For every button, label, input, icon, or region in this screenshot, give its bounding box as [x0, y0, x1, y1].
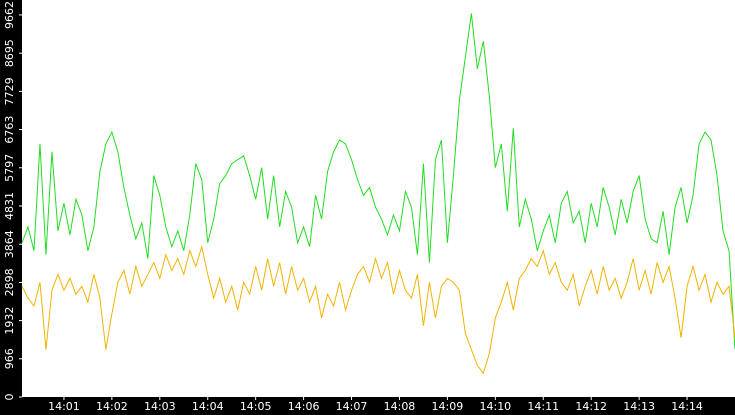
x-tick-label: 14:02 [96, 400, 128, 413]
x-tick-label: 14:07 [336, 400, 368, 413]
x-tick-label: 14:05 [240, 400, 272, 413]
x-tick-label: 14:11 [527, 400, 559, 413]
x-axis-bar [0, 397, 735, 415]
y-tick-label: 8695 [3, 39, 16, 67]
y-tick-label: 3864 [3, 230, 16, 258]
x-tick-label: 14:03 [144, 400, 176, 413]
series-line [21, 13, 735, 350]
x-tick-label: 14:08 [384, 400, 416, 413]
x-tick-label: 14:13 [623, 400, 655, 413]
y-tick-label: 4831 [3, 192, 16, 220]
y-tick-label: 5797 [3, 154, 16, 182]
x-tick-label: 14:01 [48, 400, 80, 413]
x-tick-label: 14:06 [288, 400, 320, 413]
y-tick-label: 7729 [3, 77, 16, 105]
x-tick-label: 14:04 [192, 400, 224, 413]
y-tick-label: 6763 [3, 116, 16, 144]
x-tick-label: 14:09 [432, 400, 464, 413]
y-tick-label: 966 [3, 348, 16, 369]
y-tick-label: 2898 [3, 268, 16, 296]
x-tick-label: 14:14 [671, 400, 703, 413]
y-axis-bar [0, 0, 22, 415]
y-tick-label: 1932 [3, 307, 16, 335]
x-tick-label: 14:12 [575, 400, 607, 413]
x-tick-label: 14:10 [479, 400, 511, 413]
y-tick-label: 0 [3, 394, 16, 401]
y-tick-label: 9662 [3, 1, 16, 29]
series-line [21, 244, 735, 375]
